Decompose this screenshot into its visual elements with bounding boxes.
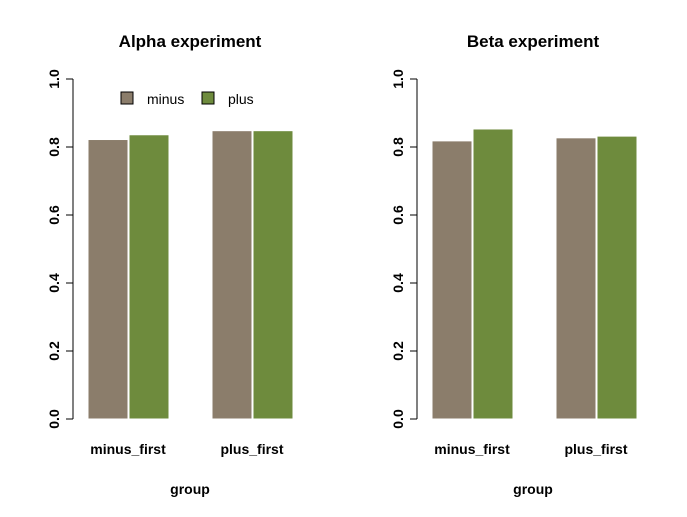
y-tick-label: 0.0 bbox=[390, 409, 406, 429]
y-tick-label: 1.0 bbox=[46, 69, 62, 89]
legend-swatch-plus bbox=[201, 91, 215, 105]
y-tick-label: 0.6 bbox=[46, 205, 62, 225]
x-category-label: minus_first bbox=[434, 441, 510, 457]
y-tick-label: 0.8 bbox=[390, 137, 406, 157]
bar-minus-minus_first bbox=[431, 140, 473, 420]
bar-plus-plus_first bbox=[252, 130, 294, 420]
bar-plus-minus_first bbox=[472, 128, 514, 420]
chart-title: Beta experiment bbox=[467, 32, 600, 51]
chart-panel: Alpha experiment 0.0 0.2 0.4 0.6 0.8 1.0 minus_… bbox=[46, 32, 294, 497]
x-category-label: minus_first bbox=[90, 441, 166, 457]
y-tick-label: 0.4 bbox=[390, 273, 406, 293]
x-category-label: plus_first bbox=[220, 441, 283, 457]
y-tick-label: 0.2 bbox=[390, 341, 406, 361]
bar-minus-plus_first bbox=[555, 137, 597, 420]
legend-swatch-minus bbox=[120, 91, 134, 105]
legend: minus plus bbox=[120, 91, 254, 107]
legend-label-plus: plus bbox=[228, 91, 254, 107]
chart-title: Alpha experiment bbox=[119, 32, 262, 51]
bar-plus-plus_first bbox=[596, 135, 638, 420]
chart-panel: Beta experiment 0.0 0.2 0.4 0.6 0.8 1.0 minus_f… bbox=[390, 32, 638, 497]
y-tick-label: 0.6 bbox=[390, 205, 406, 225]
x-axis-label: group bbox=[513, 481, 553, 497]
bar-minus-plus_first bbox=[211, 130, 253, 420]
y-tick-label: 1.0 bbox=[390, 69, 406, 89]
y-tick-label: 0.0 bbox=[46, 409, 62, 429]
x-axis-label: group bbox=[170, 481, 210, 497]
bar-plus-minus_first bbox=[128, 134, 170, 420]
legend-label-minus: minus bbox=[147, 91, 184, 107]
bar-minus-minus_first bbox=[87, 139, 129, 420]
y-tick-label: 0.4 bbox=[46, 273, 62, 293]
y-tick-label: 0.8 bbox=[46, 137, 62, 157]
y-tick-label: 0.2 bbox=[46, 341, 62, 361]
x-category-label: plus_first bbox=[564, 441, 627, 457]
